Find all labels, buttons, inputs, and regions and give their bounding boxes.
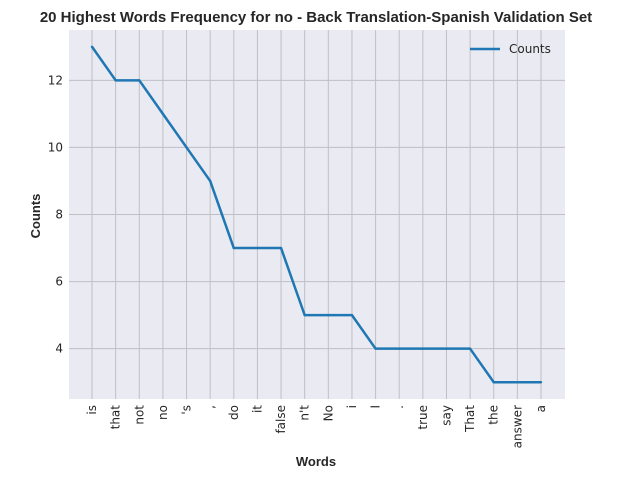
data-point [374,347,377,350]
data-point [445,347,448,350]
data-point [279,246,283,250]
x-tick-label: . [392,405,406,409]
data-point [138,79,141,82]
x-tick-label: no [156,405,170,420]
x-tick-label: a [534,405,548,412]
x-tick-label: I [369,405,383,409]
x-tick-label: true [416,405,430,430]
y-tick-label: 4 [55,342,63,356]
series-layer [90,45,543,384]
data-point [492,381,495,384]
y-tick-label: 6 [55,275,63,289]
data-point [161,112,165,116]
data-point [90,45,94,48]
data-point [185,146,188,149]
data-point [327,313,330,317]
data-point [208,179,212,183]
x-axis-label: Words [296,454,336,469]
data-point [114,79,117,82]
x-tick-label: , [203,405,217,409]
x-tick-label: the [487,405,501,425]
y-tick-label: 8 [55,208,63,222]
data-point [256,246,259,250]
grid [69,30,565,399]
data-point [516,381,519,384]
x-tick-label: say [439,405,453,426]
legend-label: Counts [509,42,551,56]
data-point [539,381,543,384]
legend: Counts [470,42,551,56]
x-tick-label: 's [180,405,194,415]
y-tick-labels: 4 6 8 10 12 [48,73,63,355]
y-axis-label: Counts [28,194,43,239]
chart-title: 20 Highest Words Frequency for no - Back… [40,9,592,26]
x-tick-labels: is that not no 's, do it false n't No i I. true say Th… [85,405,548,449]
series-line-counts [90,46,541,384]
x-tick-label: No [321,405,335,421]
y-tick-label: 10 [48,140,63,154]
x-tick-label: not [132,405,146,425]
data-point [303,313,306,317]
x-tick-label: That [463,405,477,433]
data-point [398,347,401,350]
x-tick-label: answer [510,405,524,448]
y-tick-label: 12 [48,73,63,87]
x-tick-label: i [345,405,359,408]
data-point [350,313,354,317]
data-point [232,246,235,250]
data-point [421,347,425,350]
x-tick-label: false [274,405,288,434]
x-tick-label: that [109,405,123,430]
data-point [468,347,472,350]
x-tick-label: it [250,405,264,413]
x-tick-label: n't [298,405,312,421]
x-tick-label: is [85,405,99,415]
x-tick-label: do [227,405,241,420]
